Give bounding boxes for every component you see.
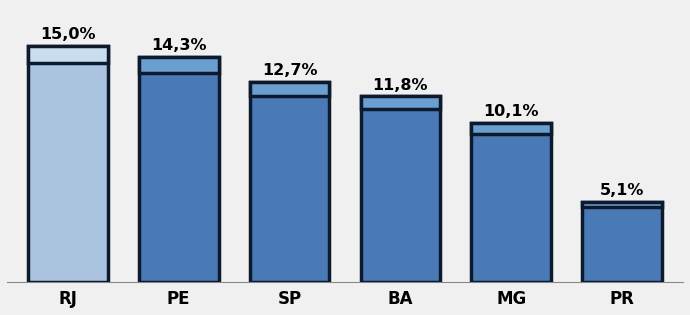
FancyBboxPatch shape [28, 46, 108, 282]
FancyBboxPatch shape [139, 57, 219, 282]
FancyBboxPatch shape [582, 202, 662, 207]
FancyBboxPatch shape [360, 96, 440, 109]
FancyBboxPatch shape [139, 57, 219, 73]
FancyBboxPatch shape [250, 82, 330, 282]
FancyBboxPatch shape [28, 46, 108, 63]
FancyBboxPatch shape [360, 96, 440, 282]
FancyBboxPatch shape [471, 123, 551, 282]
Text: 5,1%: 5,1% [600, 183, 644, 198]
Text: 14,3%: 14,3% [151, 38, 206, 53]
Text: 11,8%: 11,8% [373, 77, 428, 93]
FancyBboxPatch shape [471, 123, 551, 134]
Text: 10,1%: 10,1% [484, 104, 539, 119]
Text: 12,7%: 12,7% [262, 63, 317, 78]
FancyBboxPatch shape [250, 82, 330, 96]
FancyBboxPatch shape [582, 202, 662, 282]
Text: 15,0%: 15,0% [40, 27, 96, 42]
